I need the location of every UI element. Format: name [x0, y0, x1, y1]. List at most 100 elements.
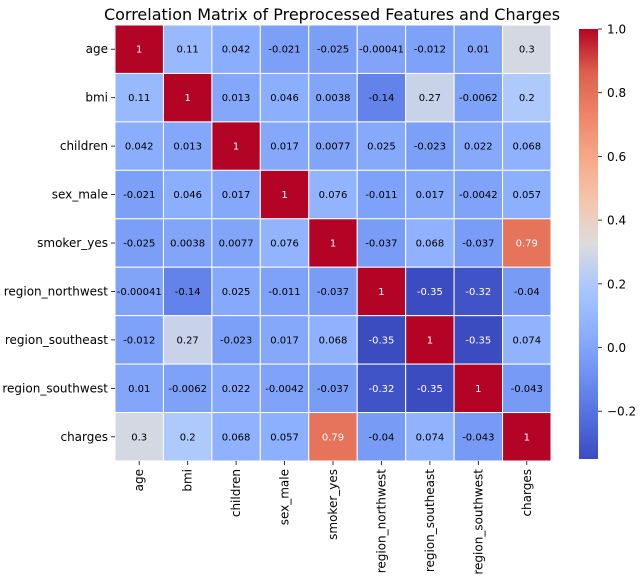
x-tick-label-region_northwest: region_northwest: [374, 469, 388, 574]
colorbar-tick-label: 0.6: [607, 150, 626, 164]
heatmap-cell-region_southwest-children: [211, 363, 261, 414]
cell-annotation-sex_male-region_northwest: -0.011: [365, 190, 397, 201]
cell-annotation-region_northwest-children: 0.025: [222, 287, 251, 298]
x-tick-label-sex_male: sex_male: [278, 469, 292, 525]
cell-annotation-region_southwest-region_southwest: 1: [475, 384, 481, 395]
cell-annotation-smoker_yes-age: -0.025: [123, 239, 155, 250]
x-tick-label-smoker_yes: smoker_yes: [326, 469, 340, 540]
heatmap-cell-region_southwest-smoker_yes: [308, 363, 358, 414]
heatmap-cell-age-children: [211, 24, 261, 74]
cell-annotation-age-smoker_yes: -0.025: [317, 45, 349, 56]
cell-annotation-region_southwest-charges: -0.043: [511, 384, 543, 395]
heatmap-cell-charges-sex_male: [259, 412, 310, 462]
heatmap-cell-region_southwest-sex_male: [259, 363, 310, 414]
cell-annotation-children-age: 0.042: [125, 142, 154, 153]
cell-annotation-sex_male-children: 0.017: [222, 190, 251, 201]
x-tick-label-region_southeast: region_southeast: [423, 469, 437, 572]
cell-annotation-age-bmi: 0.11: [177, 45, 199, 56]
heatmap-cell-children-age: [114, 121, 164, 171]
x-tick-label-region_southwest: region_southwest: [471, 469, 485, 574]
heatmap-cell-charges-charges: [502, 412, 552, 462]
heatmap-cell-age-region_northwest: [356, 24, 407, 74]
cell-annotation-charges-region_southwest: -0.043: [462, 432, 494, 443]
cell-annotation-charges-smoker_yes: 0.79: [322, 432, 344, 443]
cell-annotation-smoker_yes-sex_male: 0.076: [270, 239, 299, 250]
cell-annotation-children-sex_male: 0.017: [270, 142, 299, 153]
cell-annotation-region_southwest-region_southeast: -0.35: [417, 384, 443, 395]
cell-annotation-children-region_southeast: -0.023: [414, 142, 446, 153]
cell-annotation-smoker_yes-smoker_yes: 1: [330, 239, 336, 250]
cell-annotation-bmi-region_southeast: 0.27: [419, 93, 441, 104]
cell-annotation-age-region_southeast: -0.012: [414, 45, 446, 56]
heatmap-cell-bmi-smoker_yes: [308, 72, 358, 123]
heatmap-cell-charges-smoker_yes: [308, 412, 358, 462]
cell-annotation-region_southeast-charges: 0.074: [512, 335, 541, 346]
cell-annotation-sex_male-age: -0.021: [123, 190, 155, 201]
heatmap-cell-region_southwest-region_southeast: [405, 363, 455, 414]
cell-annotation-smoker_yes-charges: 0.79: [516, 239, 538, 250]
cell-annotation-children-bmi: 0.013: [173, 142, 202, 153]
cell-annotation-region_southwest-region_northwest: -0.32: [369, 384, 395, 395]
heatmap-cell-sex_male-charges: [502, 169, 552, 220]
heatmap-cell-region_southeast-bmi: [162, 315, 213, 365]
heatmap-cell-smoker_yes-region_southeast: [405, 218, 455, 268]
cell-annotation-region_southwest-sex_male: -0.0042: [265, 384, 304, 395]
cell-annotation-region_northwest-region_northwest: 1: [378, 287, 384, 298]
cell-annotation-region_northwest-region_southeast: -0.35: [417, 287, 443, 298]
heatmap-cell-region_northwest-region_northwest: [356, 266, 407, 317]
cell-annotation-children-charges: 0.068: [512, 142, 541, 153]
cell-annotation-sex_male-smoker_yes: 0.076: [319, 190, 348, 201]
cell-annotation-children-region_southwest: 0.022: [464, 142, 493, 153]
cell-annotation-sex_male-charges: 0.057: [512, 190, 541, 201]
y-tick-label-children: children: [60, 139, 108, 153]
cell-annotation-region_southwest-age: 0.01: [128, 384, 150, 395]
cell-annotation-charges-region_northwest: -0.04: [369, 432, 395, 443]
heatmap-cell-age-bmi: [162, 24, 213, 74]
y-tick-label-region_southwest: region_southwest: [2, 381, 108, 395]
heatmap-cell-region_northwest-age: [114, 266, 164, 317]
heatmap-cell-charges-bmi: [162, 412, 213, 462]
heatmap-cell-age-age: [114, 24, 164, 74]
y-tick-label-sex_male: sex_male: [52, 188, 108, 202]
colorbar-tick-label: 0.2: [607, 277, 626, 291]
heatmap-cell-region_southeast-age: [114, 315, 164, 365]
chart-title: Correlation Matrix of Preprocessed Featu…: [104, 5, 560, 24]
cell-annotation-region_northwest-region_southwest: -0.32: [465, 287, 491, 298]
cell-annotation-sex_male-region_southeast: 0.017: [416, 190, 445, 201]
cell-annotation-region_southwest-children: 0.022: [222, 384, 251, 395]
cell-annotation-charges-children: 0.068: [222, 432, 251, 443]
cell-annotation-bmi-region_northwest: -0.14: [369, 93, 395, 104]
cell-annotation-charges-bmi: 0.2: [180, 432, 196, 443]
cell-annotation-bmi-charges: 0.2: [519, 93, 535, 104]
heatmap-cell-children-charges: [502, 121, 552, 171]
heatmap-cell-bmi-region_southeast: [405, 72, 455, 123]
heatmap-cell-region_southwest-charges: [502, 363, 552, 414]
cell-annotation-charges-charges: 1: [524, 432, 530, 443]
heatmap-cell-charges-children: [211, 412, 261, 462]
cell-annotation-bmi-children: 0.013: [222, 93, 251, 104]
cell-annotation-age-region_northwest: -0.00041: [359, 45, 404, 56]
colorbar-tick-label: 1.0: [607, 23, 626, 37]
cell-annotation-bmi-smoker_yes: 0.0038: [316, 93, 351, 104]
cell-annotation-region_southeast-smoker_yes: 0.068: [319, 335, 348, 346]
heatmap-cells: [114, 24, 552, 462]
cell-annotation-bmi-region_southwest: -0.0062: [459, 93, 498, 104]
cell-annotation-smoker_yes-children: 0.0077: [219, 239, 254, 250]
heatmap-cell-region_northwest-smoker_yes: [308, 266, 358, 317]
cell-annotation-smoker_yes-region_southwest: -0.037: [462, 239, 494, 250]
cell-annotation-charges-sex_male: 0.057: [270, 432, 299, 443]
cell-annotation-region_southeast-region_southwest: -0.35: [465, 335, 491, 346]
cell-annotation-region_southeast-sex_male: 0.017: [270, 335, 299, 346]
cell-annotation-region_northwest-smoker_yes: -0.037: [317, 287, 349, 298]
heatmap-cell-smoker_yes-charges: [502, 218, 552, 268]
heatmap-cell-region_southwest-age: [114, 363, 164, 414]
cell-annotation-sex_male-region_southwest: -0.0042: [459, 190, 498, 201]
cell-annotation-region_southeast-bmi: 0.27: [177, 335, 199, 346]
heatmap-cell-bmi-region_southwest: [453, 72, 504, 123]
heatmap-cell-region_southeast-smoker_yes: [308, 315, 358, 365]
cell-annotation-smoker_yes-region_southeast: 0.068: [416, 239, 445, 250]
cell-annotation-region_southeast-children: -0.023: [220, 335, 252, 346]
heatmap-cell-age-region_southwest: [453, 24, 504, 74]
